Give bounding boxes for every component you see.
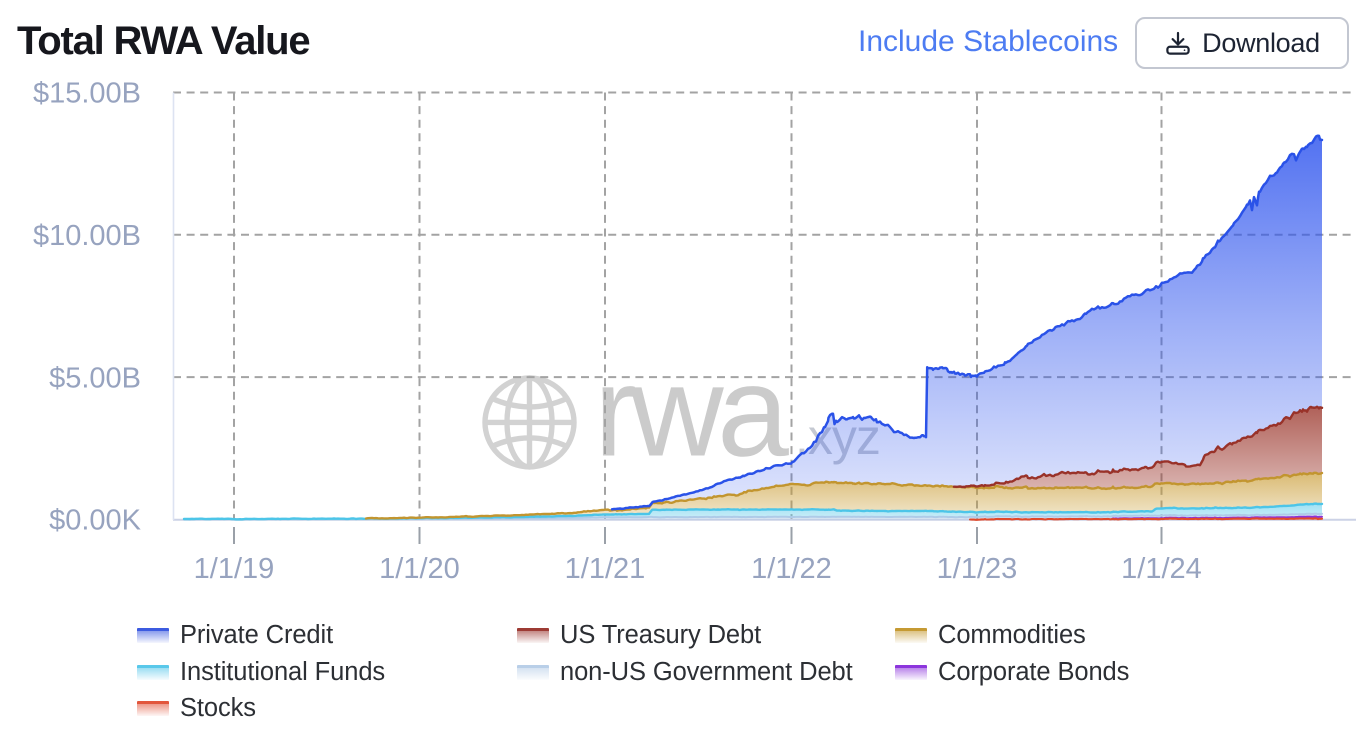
- svg-text:$10.00B: $10.00B: [33, 220, 141, 252]
- svg-text:$5.00B: $5.00B: [49, 362, 141, 394]
- svg-text:1/1/24: 1/1/24: [1121, 553, 1202, 585]
- svg-text:$15.00B: $15.00B: [33, 78, 141, 110]
- svg-text:1/1/19: 1/1/19: [194, 553, 275, 585]
- svg-text:1/1/21: 1/1/21: [565, 553, 646, 585]
- svg-text:1/1/20: 1/1/20: [379, 553, 460, 585]
- svg-text:$0.00K: $0.00K: [49, 505, 142, 537]
- svg-text:1/1/23: 1/1/23: [937, 553, 1018, 585]
- svg-text:1/1/22: 1/1/22: [751, 553, 832, 585]
- svg-text:rwa: rwa: [594, 340, 789, 484]
